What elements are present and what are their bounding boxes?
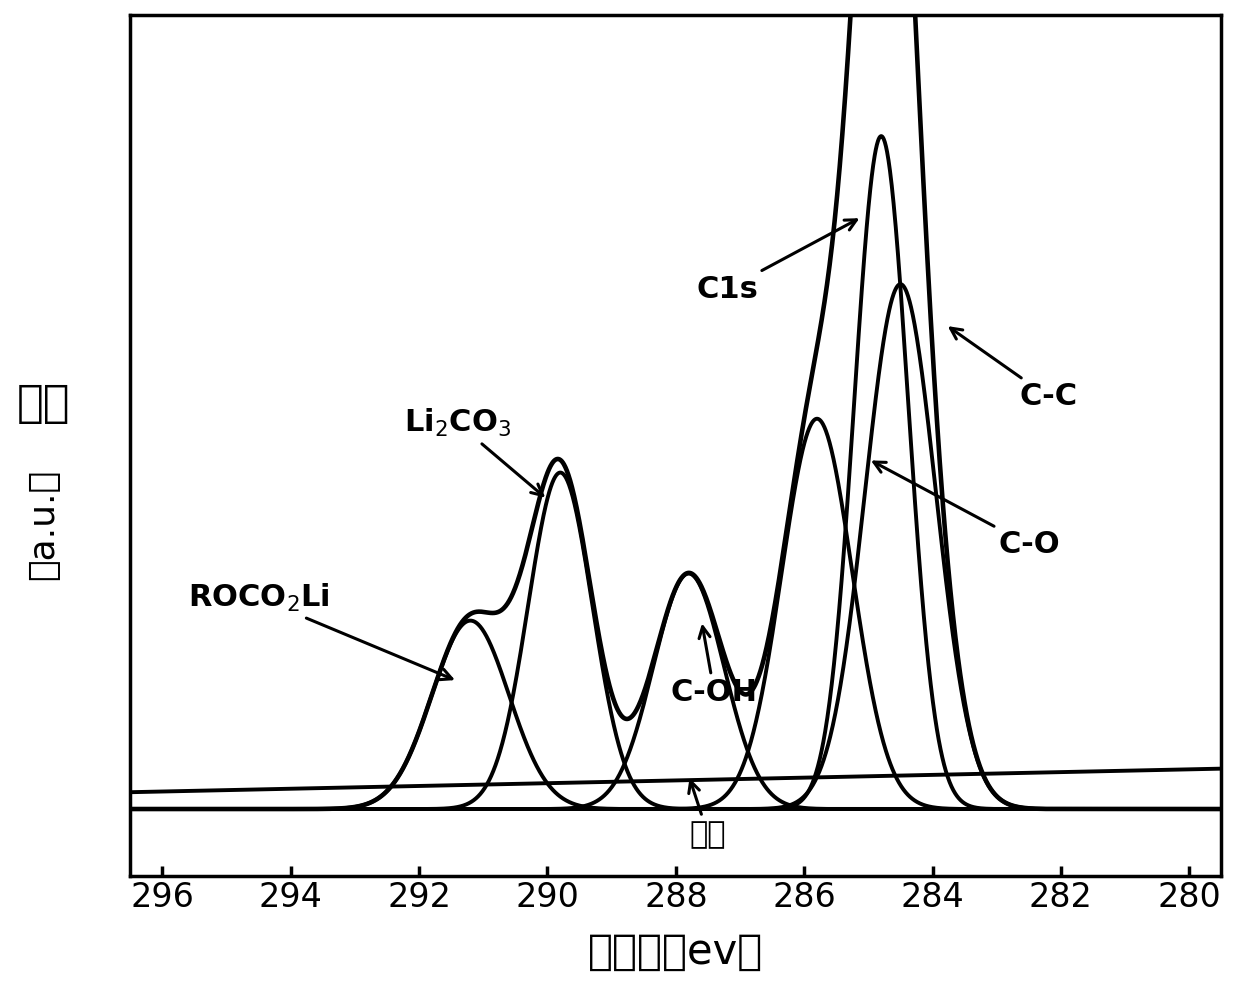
Text: C-OH: C-OH [671, 627, 758, 708]
X-axis label: 结合能（ev）: 结合能（ev） [588, 930, 764, 973]
Text: Li$_2$CO$_3$: Li$_2$CO$_3$ [404, 407, 543, 496]
Text: 强度: 强度 [16, 382, 71, 424]
Text: ROCO$_2$Li: ROCO$_2$Li [187, 583, 451, 679]
Text: C-C: C-C [951, 328, 1078, 411]
Text: （a.u.）: （a.u.） [26, 469, 61, 580]
Text: 背景: 背景 [688, 781, 727, 849]
Text: C1s: C1s [696, 220, 857, 303]
Text: C-O: C-O [874, 462, 1060, 559]
